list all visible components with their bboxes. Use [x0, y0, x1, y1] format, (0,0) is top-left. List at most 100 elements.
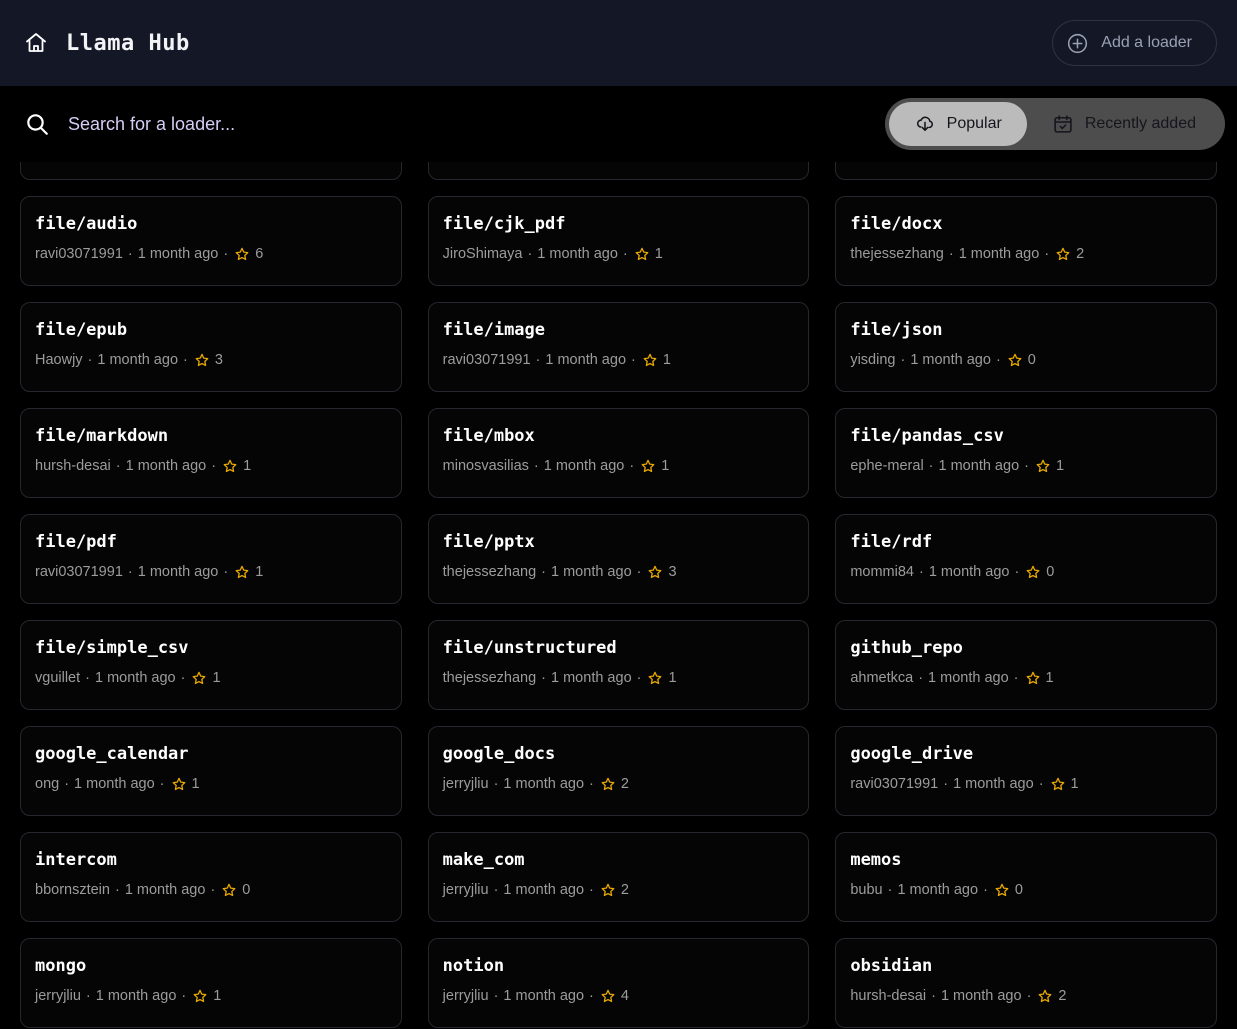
loader-card-author: jerryjliu	[442, 987, 489, 1004]
add-loader-button[interactable]: Add a loader	[1052, 20, 1217, 66]
loader-card[interactable]: file/pptx thejessezhang · 1 month ago · 3	[427, 514, 810, 604]
loader-card-stars: 1	[1070, 775, 1079, 792]
loader-card[interactable]: file/pdf ravi03071991 · 1 month ago · 1	[20, 514, 402, 604]
star-icon	[640, 458, 656, 474]
meta-separator: ·	[1038, 775, 1044, 792]
loader-card-clipped[interactable]	[835, 162, 1217, 180]
loader-card[interactable]: notion jerryjliu · 1 month ago · 4	[427, 938, 810, 1028]
loader-card-title: google_calendar	[35, 744, 189, 764]
loader-card-stars: 0	[1014, 881, 1023, 898]
loader-card-meta: ephe-meral · 1 month ago · 1	[850, 458, 1202, 474]
loader-card[interactable]: mongo jerryjliu · 1 month ago · 1	[20, 938, 402, 1028]
brand[interactable]: Llama Hub	[24, 31, 190, 56]
loader-card-author: JiroShimaya	[442, 245, 523, 262]
loader-card-time: 1 month ago	[137, 563, 219, 580]
meta-separator: ·	[533, 457, 539, 474]
loader-card-title: obsidian	[850, 956, 933, 976]
loader-card-meta: thejessezhang · 1 month ago · 2	[850, 246, 1202, 262]
loader-card-time: 1 month ago	[97, 351, 179, 368]
add-loader-label: Add a loader	[1101, 34, 1192, 51]
loader-card[interactable]: file/simple_csv vguillet · 1 month ago · 1	[20, 620, 402, 710]
page-title: Llama Hub	[66, 30, 190, 56]
loader-card-author: mommi84	[850, 563, 914, 580]
sort-option-popular[interactable]: Popular	[888, 102, 1027, 146]
loader-card[interactable]: make_com jerryjliu · 1 month ago · 2	[427, 832, 810, 922]
star-icon	[1035, 458, 1051, 474]
loader-card-time: 1 month ago	[94, 669, 176, 686]
meta-separator: ·	[636, 563, 642, 580]
loader-card[interactable]: intercom bbornsztein · 1 month ago · 0	[20, 832, 402, 922]
loader-card-stars: 2	[1058, 987, 1067, 1004]
meta-separator: ·	[1026, 987, 1032, 1004]
search-input[interactable]	[68, 113, 885, 135]
loader-card[interactable]: file/epub Haowjy · 1 month ago · 3	[20, 302, 402, 392]
star-icon	[192, 988, 208, 1004]
loader-card-meta: bubu · 1 month ago · 0	[850, 882, 1202, 898]
loader-card[interactable]: file/markdown hursh-desai · 1 month ago · 1	[20, 408, 402, 498]
meta-separator: ·	[1044, 245, 1050, 262]
loader-card-time: 1 month ago	[124, 881, 206, 898]
star-icon	[642, 352, 658, 368]
loader-card[interactable]: file/image ravi03071991 · 1 month ago · 1	[427, 302, 810, 392]
loader-card-time: 1 month ago	[551, 669, 632, 686]
loader-card-time: 1 month ago	[537, 245, 618, 262]
loader-card[interactable]: file/docx thejessezhang · 1 month ago · 2	[835, 196, 1217, 286]
loader-card[interactable]: memos bubu · 1 month ago · 0	[835, 832, 1217, 922]
loader-card-title: file/pandas_csv	[850, 426, 1004, 446]
loader-card-author: jerryjliu	[35, 987, 81, 1004]
search-field-group	[24, 111, 885, 137]
star-icon	[1037, 988, 1053, 1004]
loader-card-stars: 1	[1045, 669, 1054, 686]
loader-card[interactable]: file/mbox minosvasilias · 1 month ago · 1	[427, 408, 810, 498]
loader-card[interactable]: file/json yisding · 1 month ago · 0	[835, 302, 1217, 392]
loader-card-meta: jerryjliu · 1 month ago · 4	[443, 988, 795, 1004]
loader-card[interactable]: file/unstructured thejessezhang · 1 month a…	[427, 620, 810, 710]
loader-card[interactable]: google_docs jerryjliu · 1 month ago · 2	[427, 726, 810, 816]
loader-card[interactable]: file/pandas_csv ephe-meral · 1 month ago · 1	[835, 408, 1217, 498]
home-icon[interactable]	[24, 31, 48, 55]
loader-card-title: file/rdf	[850, 532, 933, 552]
loader-card-author: minosvasilias	[442, 457, 529, 474]
meta-separator: ·	[85, 987, 91, 1004]
app-header: Llama Hub Add a loader	[0, 0, 1237, 86]
search-bar: Popular Recently added	[0, 86, 1237, 162]
loader-card[interactable]: file/cjk_pdf JiroShimaya · 1 month ago · 1	[427, 196, 810, 286]
loader-card[interactable]: obsidian hursh-desai · 1 month ago · 2	[835, 938, 1217, 1028]
loader-card-time: 1 month ago	[928, 563, 1010, 580]
meta-separator: ·	[211, 457, 217, 474]
loader-card-title: notion	[442, 956, 505, 976]
loader-card-time: 1 month ago	[551, 563, 632, 580]
meta-separator: ·	[127, 563, 133, 580]
loader-card-title: file/simple_csv	[35, 638, 189, 658]
loader-card-clipped[interactable]	[427, 162, 810, 180]
meta-separator: ·	[180, 669, 186, 686]
meta-separator: ·	[948, 245, 954, 262]
loader-card-clipped[interactable]	[20, 162, 402, 180]
loader-card[interactable]: google_drive ravi03071991 · 1 month ago · 1	[835, 726, 1217, 816]
loader-card-title: file/pptx	[442, 532, 535, 552]
loader-card[interactable]: github_repo ahmetkca · 1 month ago · 1	[835, 620, 1217, 710]
loader-card-time: 1 month ago	[938, 457, 1020, 474]
meta-separator: ·	[983, 881, 988, 898]
sort-option-recently-added[interactable]: Recently added	[1027, 102, 1221, 146]
meta-separator: ·	[928, 457, 934, 474]
loader-grid-viewport[interactable]: file/audio ravi03071991 · 1 month ago · 6 file…	[0, 162, 1237, 1029]
meta-separator: ·	[589, 881, 594, 898]
loader-card-author: ravi03071991	[850, 775, 939, 792]
loader-card-meta: jerryjliu · 1 month ago · 2	[443, 882, 795, 898]
loader-card-stars: 0	[1046, 563, 1055, 580]
loader-card-time: 1 month ago	[940, 987, 1022, 1004]
loader-card-meta: mommi84 · 1 month ago · 0	[850, 564, 1202, 580]
loader-card[interactable]: file/rdf mommi84 · 1 month ago · 0	[835, 514, 1217, 604]
loader-card-author: thejessezhang	[442, 669, 537, 686]
star-icon	[1025, 564, 1041, 580]
loader-card-author: thejessezhang	[850, 245, 944, 262]
loader-card[interactable]: file/audio ravi03071991 · 1 month ago · 6	[20, 196, 402, 286]
loader-card-time: 1 month ago	[95, 987, 177, 1004]
loader-card-time: 1 month ago	[74, 775, 155, 792]
star-icon	[1055, 246, 1071, 262]
loader-card-stars: 1	[213, 987, 222, 1004]
loader-card-meta: ahmetkca · 1 month ago · 1	[850, 670, 1202, 686]
loader-card-meta: Haowjy · 1 month ago · 3	[35, 352, 387, 368]
loader-card[interactable]: google_calendar ong · 1 month ago · 1	[20, 726, 402, 816]
